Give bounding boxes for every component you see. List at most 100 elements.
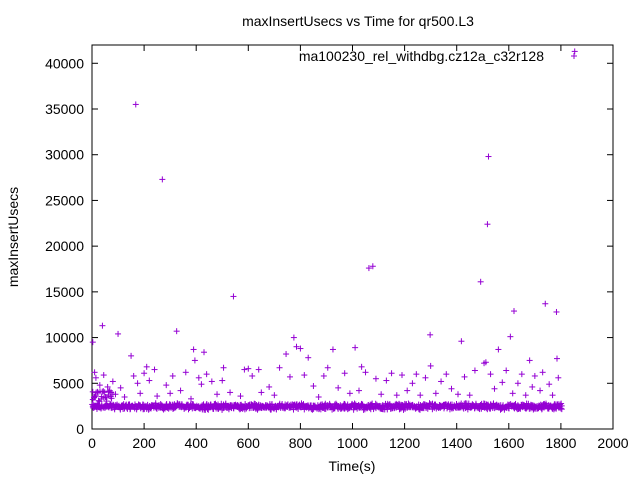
data-point <box>526 357 533 364</box>
data-point <box>214 391 221 398</box>
data-point <box>230 293 237 300</box>
data-point <box>130 372 137 379</box>
x-axis-title: Time(s) <box>329 458 376 474</box>
data-point <box>393 392 400 399</box>
plot-area-frame <box>91 44 614 430</box>
baseline-point <box>521 402 528 409</box>
data-point <box>117 384 124 391</box>
baseline-point <box>558 406 565 413</box>
data-point <box>96 382 103 389</box>
data-point <box>427 362 434 369</box>
data-point <box>151 366 158 373</box>
data-point <box>208 378 215 385</box>
x-axis: 0 200 400 600 800 1000 1200 1400 1600 1800 2000 <box>88 45 629 451</box>
data-point <box>346 390 353 397</box>
baseline-point <box>358 400 365 407</box>
x-tick-label: 200 <box>132 435 156 451</box>
data-point <box>553 308 560 315</box>
data-point <box>91 369 98 376</box>
data-point <box>495 346 502 353</box>
data-point <box>258 389 265 396</box>
y-tick-label: 40000 <box>45 55 84 71</box>
data-point <box>320 372 327 379</box>
data-point <box>413 371 420 378</box>
data-point <box>542 300 549 307</box>
data-point <box>104 383 111 390</box>
y-tick-label: 10000 <box>45 330 84 346</box>
data-point <box>195 374 202 381</box>
data-point <box>187 395 194 402</box>
y-axis-title: maxInsertUsecs <box>5 187 21 287</box>
data-point <box>398 372 405 379</box>
data-point <box>99 322 106 329</box>
data-point <box>422 374 429 381</box>
data-point <box>404 387 411 394</box>
legend-entry-marker <box>571 53 577 59</box>
data-point <box>198 381 205 388</box>
baseline-point <box>108 395 115 402</box>
y-tick-label: 15000 <box>45 284 84 300</box>
data-point <box>484 221 491 228</box>
data-point <box>417 392 424 399</box>
data-point <box>507 333 514 340</box>
data-point <box>409 380 416 387</box>
data-point <box>301 372 308 379</box>
baseline-point <box>103 398 110 405</box>
data-point <box>227 389 234 396</box>
data-point <box>358 363 365 370</box>
data-point <box>310 383 317 390</box>
data-point <box>220 364 227 371</box>
data-point <box>163 382 170 389</box>
data-point <box>100 372 107 379</box>
y-tick-label: 25000 <box>45 192 84 208</box>
data-point <box>132 101 139 108</box>
data-point <box>249 372 256 379</box>
data-point <box>191 357 198 364</box>
baseline-point-cloud <box>89 387 565 413</box>
data-point <box>335 384 342 391</box>
chart-title: maxInsertUsecs vs Time for qr500.L3 <box>242 13 474 29</box>
data-point <box>255 366 262 373</box>
data-point <box>555 374 562 381</box>
data-point <box>134 380 141 387</box>
legend: ma100230_rel_withdbg.cz12a_c32r128 <box>299 48 577 64</box>
x-tick-label: 1600 <box>493 435 524 451</box>
data-point <box>237 393 244 400</box>
data-point <box>89 339 96 346</box>
data-point <box>90 404 97 411</box>
x-tick-label: 1000 <box>337 435 368 451</box>
data-point <box>546 381 553 388</box>
y-tick-label: 30000 <box>45 147 84 163</box>
data-point <box>491 385 498 392</box>
data-point <box>529 383 536 390</box>
data-point <box>173 328 180 335</box>
series-points <box>89 48 578 411</box>
legend-marker-icon <box>571 53 577 59</box>
baseline-point <box>558 400 565 407</box>
data-point <box>341 370 348 377</box>
data-point <box>315 394 322 400</box>
data-point <box>286 373 293 380</box>
data-point <box>571 48 578 55</box>
y-axis: 0 5000 10000 15000 20000 25000 30000 35000 40000 <box>45 55 613 437</box>
x-tick-label: 600 <box>237 435 261 451</box>
data-point <box>458 338 465 345</box>
data-point <box>159 176 166 183</box>
data-point <box>531 372 538 379</box>
x-tick-label: 1800 <box>545 435 576 451</box>
data-point <box>388 370 395 377</box>
y-tick-label: 5000 <box>53 375 84 391</box>
data-point <box>305 354 312 361</box>
x-tick-label: 1200 <box>389 435 420 451</box>
data-point <box>448 385 455 392</box>
data-point <box>283 351 290 358</box>
x-tick-label: 0 <box>88 435 96 451</box>
data-point <box>485 153 492 160</box>
data-point <box>154 393 161 400</box>
x-tick-label: 400 <box>185 435 209 451</box>
data-point <box>482 359 489 366</box>
y-tick-label: 0 <box>76 421 84 437</box>
data-point <box>293 343 300 350</box>
baseline-point <box>426 400 433 407</box>
